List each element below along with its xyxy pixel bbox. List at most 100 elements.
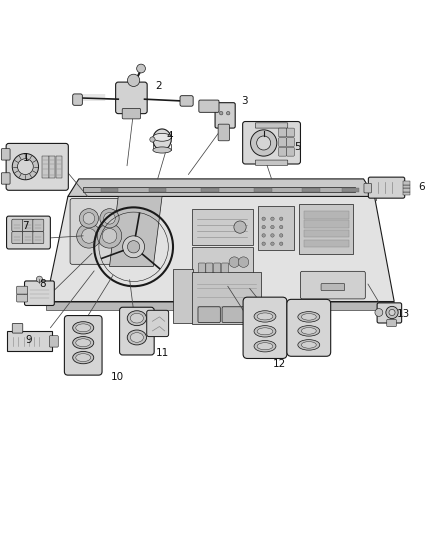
FancyBboxPatch shape [33,219,44,231]
Text: 12: 12 [273,359,286,369]
Circle shape [229,257,240,268]
Text: 4: 4 [166,131,173,141]
FancyBboxPatch shape [199,100,219,112]
FancyBboxPatch shape [192,272,261,324]
Text: 11: 11 [156,348,170,358]
Circle shape [127,74,140,86]
FancyBboxPatch shape [120,307,154,355]
FancyBboxPatch shape [116,82,147,114]
FancyBboxPatch shape [286,128,294,137]
FancyBboxPatch shape [206,263,213,273]
FancyBboxPatch shape [192,247,253,278]
FancyBboxPatch shape [403,191,410,195]
Text: 9: 9 [25,335,32,345]
FancyBboxPatch shape [286,147,294,156]
Text: 7: 7 [22,221,29,231]
FancyBboxPatch shape [201,188,219,191]
FancyBboxPatch shape [377,303,402,323]
FancyBboxPatch shape [368,177,405,198]
FancyBboxPatch shape [321,284,345,290]
Ellipse shape [131,313,143,323]
FancyBboxPatch shape [279,128,286,137]
Ellipse shape [254,341,276,352]
Ellipse shape [73,322,94,334]
Polygon shape [46,302,394,310]
Polygon shape [68,179,374,197]
Text: 6: 6 [418,182,425,192]
Circle shape [262,242,265,246]
FancyBboxPatch shape [304,240,349,247]
FancyBboxPatch shape [387,319,396,327]
FancyBboxPatch shape [22,231,33,244]
Polygon shape [110,197,162,266]
Circle shape [271,233,274,237]
FancyBboxPatch shape [12,219,23,231]
FancyBboxPatch shape [70,199,125,264]
Text: 8: 8 [39,279,46,289]
Circle shape [102,229,117,243]
Circle shape [77,223,101,248]
FancyBboxPatch shape [25,281,54,305]
Text: 2: 2 [155,80,162,91]
Ellipse shape [76,324,91,332]
Circle shape [83,213,95,224]
FancyBboxPatch shape [403,181,410,184]
Circle shape [271,225,274,229]
Ellipse shape [254,311,276,322]
Ellipse shape [254,326,276,337]
FancyBboxPatch shape [7,331,52,351]
FancyBboxPatch shape [6,143,68,190]
Ellipse shape [257,313,273,320]
FancyBboxPatch shape [22,219,33,231]
Text: 3: 3 [241,96,248,106]
Ellipse shape [298,326,320,336]
FancyBboxPatch shape [1,149,10,160]
Ellipse shape [153,129,171,150]
FancyBboxPatch shape [101,188,118,191]
FancyBboxPatch shape [33,231,44,244]
Circle shape [271,217,274,221]
FancyBboxPatch shape [198,307,220,322]
FancyBboxPatch shape [299,204,353,254]
Circle shape [104,213,115,224]
FancyBboxPatch shape [364,183,371,193]
Ellipse shape [76,339,91,346]
FancyBboxPatch shape [83,187,355,192]
FancyBboxPatch shape [49,156,55,179]
Circle shape [123,236,145,258]
Text: 13: 13 [397,309,410,319]
Circle shape [279,233,283,237]
Circle shape [271,242,274,246]
FancyBboxPatch shape [7,216,50,249]
Text: 1: 1 [23,153,30,163]
FancyBboxPatch shape [287,300,331,356]
Circle shape [79,209,99,228]
FancyBboxPatch shape [286,138,294,147]
FancyBboxPatch shape [17,286,28,294]
FancyBboxPatch shape [243,297,287,359]
FancyBboxPatch shape [192,209,253,246]
Ellipse shape [298,340,320,350]
Ellipse shape [301,328,316,334]
Circle shape [12,154,39,180]
Ellipse shape [298,312,320,322]
Circle shape [219,111,223,115]
FancyBboxPatch shape [49,336,58,347]
Circle shape [251,130,277,156]
Circle shape [279,242,283,246]
Ellipse shape [301,313,316,320]
FancyBboxPatch shape [258,206,294,250]
FancyBboxPatch shape [147,310,169,336]
Circle shape [127,241,140,253]
Circle shape [18,159,33,174]
Ellipse shape [73,351,94,364]
FancyBboxPatch shape [218,124,230,141]
FancyBboxPatch shape [279,138,286,147]
FancyBboxPatch shape [255,123,288,128]
FancyBboxPatch shape [222,307,249,322]
Circle shape [226,111,230,115]
Circle shape [375,309,383,317]
FancyBboxPatch shape [17,294,28,302]
FancyBboxPatch shape [304,230,349,237]
FancyBboxPatch shape [255,160,288,165]
